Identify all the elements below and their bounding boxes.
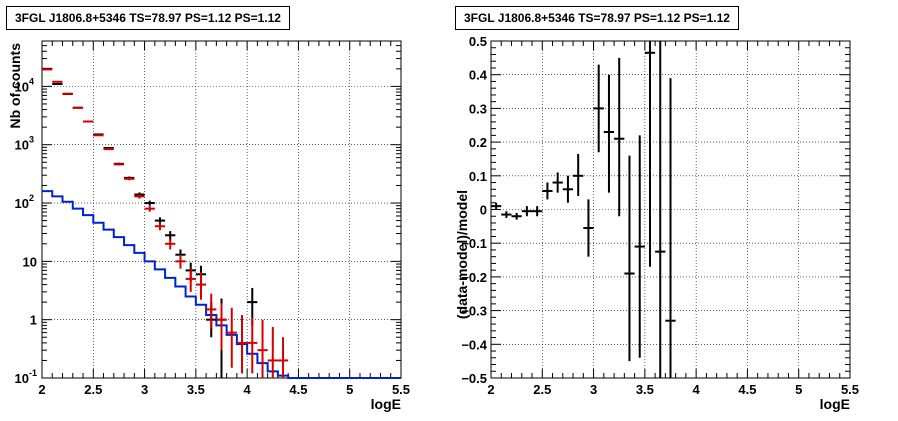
data-point — [165, 231, 176, 241]
x-tick-label: 2 — [38, 382, 45, 397]
residual-point — [542, 182, 553, 200]
x-tick-label: 5 — [795, 382, 802, 397]
svg-text:-1: -1 — [29, 368, 37, 378]
x-tick-label: 4 — [244, 382, 252, 397]
x-tick-label: 4.5 — [289, 382, 307, 397]
model-point — [134, 194, 145, 199]
model-point — [124, 177, 135, 181]
model-point — [267, 326, 278, 378]
y-tick-label: 10 4 — [15, 76, 34, 94]
residual-point — [644, 41, 656, 267]
model-point — [216, 303, 227, 351]
residual-point — [603, 74, 615, 193]
y-tick-label: −0.1 — [461, 236, 487, 251]
residual-point — [655, 41, 666, 378]
residual-point — [624, 155, 635, 362]
y-tick-label: −0.3 — [461, 304, 487, 319]
residual-point — [532, 206, 543, 217]
residual-point — [511, 212, 522, 220]
y-tick-label: −0.2 — [461, 270, 487, 285]
model-point — [62, 92, 73, 95]
residual-point — [593, 64, 604, 153]
residual-point — [521, 206, 533, 217]
svg-text:10: 10 — [15, 196, 29, 211]
x-tick-label: 5 — [346, 382, 353, 397]
svg-text:10: 10 — [15, 138, 29, 153]
residual-point — [501, 211, 512, 218]
model-point — [195, 272, 207, 300]
y-tick-label: 10 — [23, 254, 37, 269]
x-tick-label: 2.5 — [84, 382, 102, 397]
y-axis-title: Nb of counts — [7, 43, 23, 129]
y-tick-label: 0 — [480, 203, 487, 218]
x-axis-title: logE — [820, 396, 850, 412]
y-tick-label: 0.5 — [469, 34, 487, 49]
x-tick-label: 3 — [141, 382, 148, 397]
y-tick-label: 1 — [30, 313, 37, 328]
y-tick-label: 0.2 — [469, 135, 487, 150]
model-point — [175, 254, 186, 269]
residuals-chart-title: 3FGL J1806.8+5346 TS=78.97 PS=1.12 PS=1.… — [455, 6, 739, 30]
y-tick-label: 10 3 — [15, 135, 34, 153]
model-point — [154, 222, 166, 231]
model-point — [206, 293, 217, 329]
y-tick-label: 0.1 — [469, 169, 487, 184]
x-axis-title: logE — [371, 396, 401, 412]
model-point — [52, 80, 63, 83]
y-tick-label: −0.4 — [461, 337, 487, 352]
model-point — [185, 268, 196, 292]
x-tick-label: 3.5 — [636, 382, 654, 397]
model-point — [83, 120, 94, 123]
svg-text:2: 2 — [29, 193, 34, 203]
model-point — [247, 317, 258, 374]
x-tick-label: 5.5 — [392, 382, 410, 397]
model-point — [257, 319, 268, 378]
residual-point — [491, 202, 502, 210]
svg-text:3: 3 — [29, 135, 34, 145]
model-point — [93, 134, 104, 137]
residual-point — [665, 78, 676, 378]
x-tick-label: 5.5 — [841, 382, 859, 397]
residual-point — [634, 135, 645, 358]
residual-point — [614, 57, 625, 217]
model-point — [226, 307, 237, 368]
model-point — [103, 148, 114, 151]
svg-text:4: 4 — [29, 76, 34, 86]
model-point — [144, 205, 155, 212]
residual-point — [583, 199, 594, 257]
y-tick-label: 0.3 — [469, 101, 487, 116]
x-tick-label: 3.5 — [187, 382, 205, 397]
model-point — [72, 106, 84, 109]
x-tick-label: 3 — [590, 382, 597, 397]
y-tick-label: 10 2 — [15, 193, 34, 211]
y-tick-label: −0.5 — [461, 371, 487, 386]
residual-point — [573, 153, 584, 197]
model-point — [236, 315, 248, 374]
counts-chart-title: 3FGL J1806.8+5346 TS=78.97 PS=1.12 PS=1.… — [6, 6, 290, 30]
svg-text:10: 10 — [15, 79, 29, 94]
x-tick-label: 2 — [487, 382, 494, 397]
x-tick-label: 4.5 — [738, 382, 756, 397]
x-tick-label: 4 — [693, 382, 701, 397]
residuals-chart: 2 2.5 3 3.5 4 4.5 5 5.5 −0.5 −0.4 −0.3 −0.2 −0.1 0 0.1… — [454, 34, 859, 412]
residual-point — [562, 175, 574, 203]
svg-text:10: 10 — [15, 371, 29, 386]
model-step-line — [42, 190, 401, 379]
model-point — [277, 337, 289, 378]
model-point — [113, 163, 125, 166]
y-tick-label: 0.4 — [469, 68, 488, 83]
residual-point — [552, 172, 563, 193]
y-tick-label: 10 -1 — [15, 368, 37, 386]
model-point — [165, 239, 176, 250]
x-tick-label: 2.5 — [533, 382, 551, 397]
y-axis-title: (data-model)/model — [454, 190, 470, 319]
model-point — [42, 68, 53, 71]
data-point — [144, 200, 155, 206]
